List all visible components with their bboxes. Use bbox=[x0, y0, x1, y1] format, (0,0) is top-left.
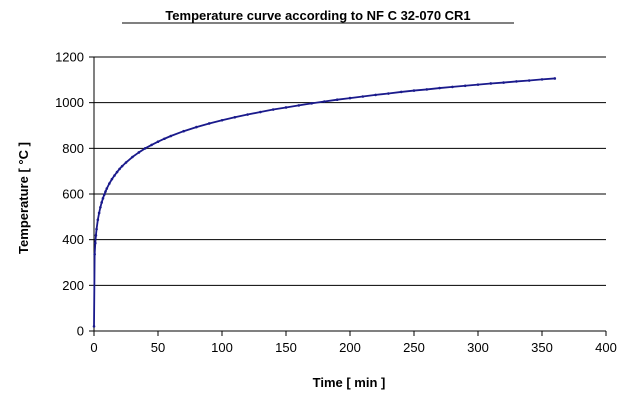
data-point bbox=[259, 110, 262, 114]
data-point bbox=[97, 211, 101, 215]
data-point bbox=[502, 81, 505, 84]
data-point bbox=[118, 167, 121, 171]
x-ticks: 0 50 100 150 200 250 300 350 400 bbox=[90, 331, 617, 355]
data-point bbox=[387, 92, 390, 95]
data-point bbox=[93, 241, 97, 245]
y-tick-label: 800 bbox=[62, 141, 84, 156]
data-point bbox=[451, 85, 454, 89]
x-tick-label: 300 bbox=[467, 340, 489, 355]
data-point bbox=[399, 90, 403, 94]
data-point bbox=[540, 78, 544, 81]
x-tick-label: 400 bbox=[595, 340, 617, 355]
data-point bbox=[489, 82, 493, 85]
data-point bbox=[92, 325, 96, 328]
data-point bbox=[113, 174, 116, 177]
data-point bbox=[105, 187, 109, 190]
data-point bbox=[374, 93, 377, 97]
x-tick-label: 350 bbox=[531, 340, 553, 355]
data-point bbox=[553, 77, 557, 80]
data-point bbox=[163, 137, 166, 141]
data-point bbox=[102, 193, 106, 196]
data-point bbox=[233, 115, 237, 119]
y-tick-label: 0 bbox=[77, 324, 84, 339]
data-point bbox=[93, 252, 96, 256]
data-point bbox=[335, 98, 339, 101]
data-point bbox=[310, 102, 313, 105]
data-point bbox=[150, 143, 153, 147]
data-point bbox=[515, 80, 518, 83]
chart-title: Temperature curve according to NF C 32-0… bbox=[165, 8, 470, 23]
data-point bbox=[463, 84, 467, 88]
data-point bbox=[100, 201, 103, 204]
x-tick-label: 200 bbox=[339, 340, 361, 355]
series-line bbox=[93, 77, 555, 327]
data-point bbox=[120, 164, 124, 168]
y-tick-label: 600 bbox=[62, 187, 84, 202]
data-point bbox=[137, 151, 141, 154]
x-tick-label: 50 bbox=[151, 340, 165, 355]
y-tick-label: 1000 bbox=[55, 95, 84, 110]
data-point bbox=[527, 79, 531, 82]
gridlines bbox=[94, 56, 606, 286]
data-point bbox=[95, 227, 98, 231]
data-point bbox=[101, 197, 105, 200]
x-tick-label: 150 bbox=[275, 340, 297, 355]
y-tick-label: 1200 bbox=[55, 50, 84, 65]
data-point bbox=[124, 161, 128, 164]
x-tick-label: 0 bbox=[90, 340, 97, 355]
data-point bbox=[348, 96, 352, 100]
y-axis-title: Temperature [ °C ] bbox=[16, 142, 31, 254]
data-point bbox=[110, 177, 114, 181]
data-point bbox=[96, 218, 100, 222]
data-point bbox=[104, 190, 107, 193]
data-point bbox=[195, 125, 198, 129]
data-point bbox=[143, 147, 147, 150]
data-point bbox=[425, 88, 429, 91]
data-point bbox=[94, 234, 98, 237]
data-point bbox=[323, 100, 326, 103]
data-point bbox=[361, 95, 365, 98]
series-layer bbox=[92, 77, 557, 328]
y-ticks: 0 200 400 600 800 1000 1200 bbox=[55, 50, 94, 339]
x-tick-label: 250 bbox=[403, 340, 425, 355]
data-point bbox=[438, 86, 441, 90]
data-point bbox=[412, 89, 416, 92]
data-point bbox=[220, 118, 224, 122]
data-point bbox=[476, 83, 480, 86]
data-point bbox=[246, 113, 249, 116]
data-point bbox=[182, 129, 185, 133]
data-point bbox=[108, 182, 111, 185]
y-tick-label: 200 bbox=[62, 278, 84, 293]
data-point bbox=[99, 205, 102, 209]
data-point bbox=[131, 155, 134, 159]
data-point bbox=[284, 106, 288, 109]
data-point bbox=[271, 108, 275, 111]
data-point bbox=[297, 104, 301, 107]
data-point bbox=[115, 170, 119, 174]
data-point bbox=[169, 134, 173, 138]
y-tick-label: 400 bbox=[62, 232, 84, 247]
data-point bbox=[207, 122, 211, 125]
x-axis-title: Time [ min ] bbox=[313, 375, 386, 390]
data-point bbox=[156, 140, 160, 144]
x-tick-label: 100 bbox=[211, 340, 233, 355]
